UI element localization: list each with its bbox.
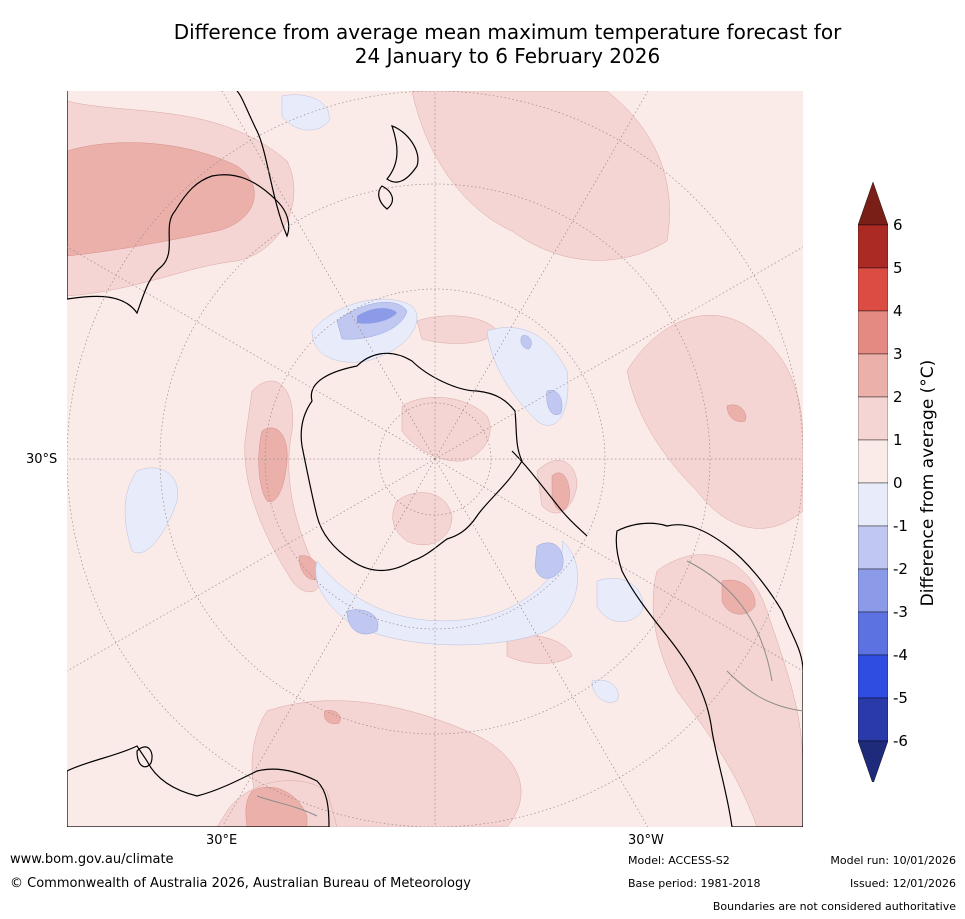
graticule-meridian-30e	[221, 458, 436, 827]
political-borders	[256, 560, 803, 817]
colorbar-tick-label: 2	[893, 388, 903, 406]
anomaly-patch-patagonia	[721, 579, 756, 615]
colorbar-bin	[857, 740, 889, 785]
graticule-meridian-150e	[221, 91, 436, 460]
anomaly-patch-east-pacific	[626, 315, 803, 529]
graticule-lat-60s	[264, 288, 606, 630]
anomaly-patch-drake-passage	[551, 472, 570, 511]
graticule	[67, 91, 803, 827]
graticule-meridian-60w	[434, 458, 803, 672]
colorbar-title-text: Difference from average (°C)	[918, 359, 938, 607]
colorbar-bin	[857, 310, 889, 355]
title-line-2: 24 January to 6 February 2026	[354, 44, 661, 68]
colorbar-tick-label: -6	[893, 732, 908, 750]
anomaly-patch-antarctic-plateau	[401, 397, 491, 462]
anomaly-patch-tasman	[281, 94, 330, 131]
colorbar-bin	[857, 439, 889, 484]
colorbar-svg	[857, 181, 889, 785]
graticule-lat-45s	[159, 183, 711, 735]
lat-label-30s: 30°S	[26, 452, 58, 467]
colorbar-tick-label: -4	[893, 646, 908, 664]
border-south-america-2	[726, 670, 803, 712]
coastlines	[67, 91, 803, 827]
colorbar-tick-label: -2	[893, 560, 908, 578]
anomaly-patch-weddell-coast	[534, 542, 564, 579]
lon-label-30e: 30°E	[206, 833, 238, 848]
colorbar-bin	[857, 654, 889, 699]
anomaly-patch-central-australia	[67, 142, 255, 257]
title-line-1: Difference from average mean maximum tem…	[173, 20, 842, 44]
graticule-meridian-120e	[67, 246, 436, 460]
lon-label-30w: 30°W	[628, 833, 664, 848]
map-svg	[67, 91, 803, 827]
footer-copyright: © Commonwealth of Australia 2026, Austra…	[10, 876, 471, 891]
colorbar-tick-label: 5	[893, 259, 903, 277]
graticule-meridian-60e	[67, 458, 436, 672]
footer-model: Model: ACCESS-S2	[628, 854, 730, 867]
colorbar-bin	[857, 611, 889, 656]
footer-disclaimer: Boundaries are not considered authoritat…	[712, 900, 956, 913]
colorbar-tick-label: 1	[893, 431, 903, 449]
coastline-new-zealand	[378, 125, 419, 210]
border-south-america-1	[686, 560, 773, 682]
colorbar-tick-label: 3	[893, 345, 903, 363]
footer-model-run: Model run: 10/01/2026	[830, 854, 956, 867]
footer-base-period: Base period: 1981-2018	[628, 877, 761, 890]
anomaly-patch-south-atlantic-east	[596, 578, 644, 622]
anomaly-patch-antarctic-coast	[258, 427, 288, 502]
anomaly-patch-south-atlantic-west	[324, 710, 341, 724]
colorbar-bin	[857, 353, 889, 398]
colorbar-bin	[857, 181, 889, 226]
anomaly-patch-pacific-east	[726, 404, 747, 422]
colorbar-bin	[857, 525, 889, 570]
coastline-madagascar	[136, 746, 153, 768]
colorbar-tick-label: 6	[893, 216, 903, 234]
colorbar-bin	[857, 396, 889, 441]
colorbar-tick-label: -5	[893, 689, 908, 707]
colorbar-tick-label: 0	[893, 474, 903, 492]
anomaly-patch-antarctic-interior	[392, 492, 453, 546]
colorbar-bin	[857, 224, 889, 269]
colorbar	[857, 181, 889, 785]
anomaly-patch-north-pacific	[411, 91, 670, 261]
footer-issued: Issued: 12/01/2026	[849, 877, 956, 890]
coastline-africa	[67, 745, 330, 827]
anomaly-patch-ross-sea-core	[357, 308, 397, 324]
footer-url[interactable]: www.bom.gov.au/climate	[10, 852, 174, 867]
anomaly-patch-indian-sector	[124, 467, 179, 554]
anomaly-patch-east-pacific-cool	[591, 679, 619, 703]
anomaly-patch-south-america	[652, 554, 803, 827]
colorbar-bin	[857, 697, 889, 742]
colorbar-bin	[857, 482, 889, 527]
polar-map	[67, 91, 803, 827]
graticule-meridian-30w	[434, 458, 649, 827]
graticule-meridian-150w	[434, 91, 649, 460]
colorbar-bin	[857, 568, 889, 613]
coastline-antarctica	[300, 352, 523, 572]
colorbar-tick-label: 4	[893, 302, 903, 320]
border-southern-africa	[256, 795, 318, 817]
colorbar-bin	[857, 267, 889, 312]
anomaly-patch-marie-byrd	[520, 335, 532, 350]
colorbar-tick-label: -3	[893, 603, 908, 621]
anomaly-patch-bellingshausen	[546, 389, 563, 415]
colorbar-tick-label: -1	[893, 517, 908, 535]
graticule-meridian-120w	[434, 246, 803, 460]
coastline-australia	[67, 91, 290, 315]
coastline-south-america	[615, 522, 803, 827]
chart-title: Difference from average mean maximum tem…	[60, 20, 955, 68]
coastline-antarctic-peninsula	[511, 450, 588, 537]
warm-2-3-regions	[67, 142, 756, 827]
